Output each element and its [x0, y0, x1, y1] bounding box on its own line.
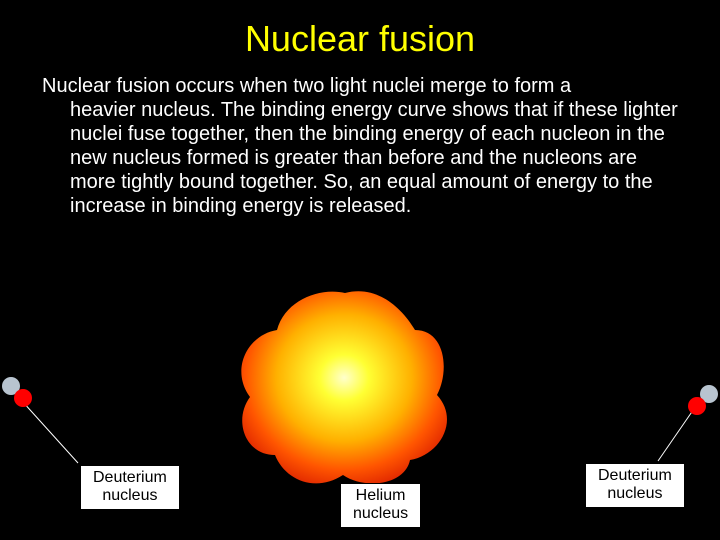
label-text: Deuteriumnucleus — [598, 467, 672, 502]
label-helium: Heliumnucleus — [340, 483, 421, 528]
page-title: Nuclear fusion — [0, 0, 720, 60]
left-proton-icon — [14, 389, 32, 407]
label-deuterium-right: Deuteriumnucleus — [585, 463, 685, 508]
paragraph-rest: heavier nucleus. The binding energy curv… — [42, 98, 678, 218]
fusion-diagram: Deuteriumnucleus Heliumnucleus Deuterium… — [0, 285, 720, 540]
paragraph-line1: Nuclear fusion occurs when two light nuc… — [42, 75, 571, 97]
fusion-blob-icon — [215, 275, 475, 495]
label-text: Heliumnucleus — [353, 487, 408, 522]
body-paragraph: Nuclear fusion occurs when two light nuc… — [0, 60, 720, 218]
right-proton-icon — [688, 397, 706, 415]
label-text: Deuteriumnucleus — [93, 469, 167, 504]
label-deuterium-left: Deuteriumnucleus — [80, 465, 180, 510]
